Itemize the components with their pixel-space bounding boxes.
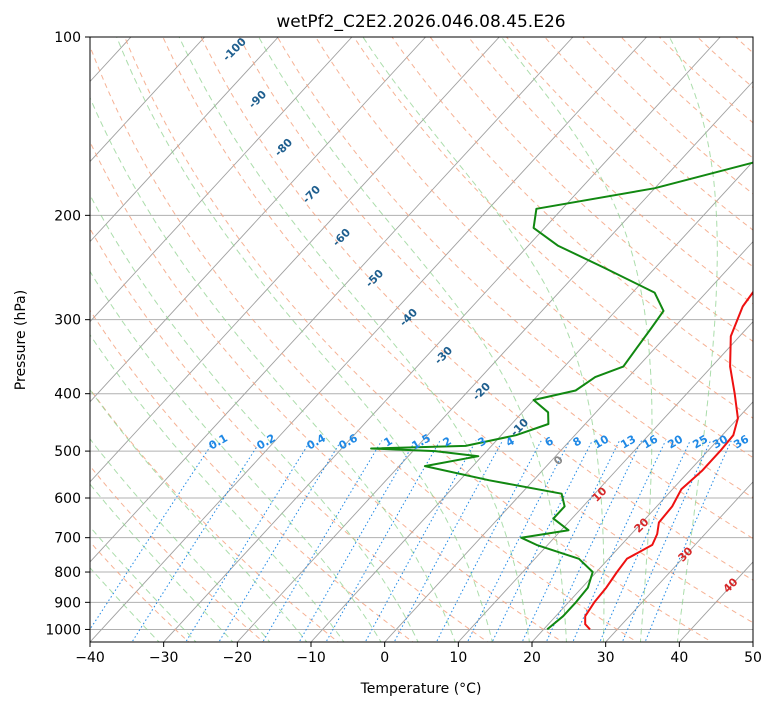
isotherm-line	[458, 321, 753, 642]
mixing-ratio-line	[131, 440, 262, 642]
x-tick-label: 20	[523, 650, 541, 666]
y-tick-label: 400	[54, 387, 81, 403]
dry-adiabat	[238, 37, 753, 540]
moist-adiabat	[362, 37, 605, 642]
x-axis-label: Temperature (°C)	[360, 681, 482, 697]
isotherm-line	[90, 37, 353, 323]
dry-adiabat	[124, 37, 713, 642]
mixing-ratio-line	[262, 440, 383, 642]
isotherm-line	[90, 37, 205, 163]
x-tick-label: 10	[449, 650, 467, 666]
moist-adiabat	[668, 37, 718, 642]
x-tick-label: −40	[75, 650, 105, 666]
temperature-profile	[584, 290, 753, 631]
dry-adiabat	[90, 465, 265, 642]
y-axis-label: Pressure (hPa)	[13, 290, 29, 390]
mixing-ratio-line	[325, 440, 441, 642]
isotherm-line	[531, 401, 753, 642]
dry-adiabat	[467, 37, 753, 305]
mixing-ratio-line	[185, 440, 312, 642]
dry-adiabat	[276, 37, 753, 499]
y-tick-label: 800	[54, 565, 81, 581]
isotherm-line	[163, 37, 721, 642]
x-tick-label: 0	[380, 650, 389, 666]
dry-adiabat	[162, 37, 753, 624]
y-tick-label: 900	[54, 595, 81, 611]
sounding-profiles	[370, 161, 753, 631]
x-tick-label: 50	[744, 650, 762, 666]
x-axis: −40 −30 −20 −10 0 10 20 30 40 50	[75, 642, 762, 666]
moist-adiabat	[258, 37, 567, 642]
mixing-ratio-line	[393, 440, 504, 642]
y-tick-label: 700	[54, 531, 81, 547]
isotherm-line	[90, 37, 279, 243]
dewpoint-profile	[370, 161, 753, 631]
moist-adiabat	[90, 333, 345, 642]
isotherm-line	[90, 37, 500, 483]
mixing-ratio-line	[218, 440, 342, 642]
y-tick-label: 600	[54, 491, 81, 507]
isotherm-line	[384, 240, 753, 642]
isotherm-line	[90, 37, 574, 563]
mixing-ratio-line	[621, 440, 712, 642]
isotherm-line	[90, 37, 426, 403]
dry-adiabat	[391, 37, 753, 381]
chart-title: wetPf2_C2E2.2026.046.08.45.E26	[276, 12, 565, 32]
moist-adiabat	[116, 37, 493, 642]
x-tick-label: 30	[597, 650, 615, 666]
mixing-ratio-line	[364, 440, 477, 642]
isotherm-line	[90, 37, 647, 642]
moist-adiabat	[90, 388, 308, 642]
dry-adiabat	[90, 227, 489, 642]
plot-frame	[89, 36, 754, 643]
isotherm-line	[310, 160, 753, 642]
dry-adiabat	[90, 388, 340, 642]
mixing-ratio-line	[90, 440, 215, 631]
x-tick-label: 40	[670, 650, 688, 666]
isotherm-line	[605, 481, 753, 642]
moist-adiabat	[178, 37, 530, 642]
mixing-ratio-line	[572, 440, 667, 642]
x-tick-label: −30	[149, 650, 179, 666]
dry-adiabat	[90, 140, 564, 642]
dry-adiabat	[90, 44, 638, 642]
moist-adiabat	[90, 270, 382, 642]
mixing-ratio-line	[644, 440, 732, 642]
y-tick-label: 500	[54, 444, 81, 460]
y-axis: 100 200 300 400 500 600 700 800 900 1000	[45, 30, 90, 638]
moist-adiabat	[501, 37, 653, 642]
mixing-ratio-line	[298, 440, 416, 642]
y-tick-label: 100	[54, 30, 81, 46]
y-tick-label: 1000	[45, 622, 81, 638]
background-lines	[90, 37, 753, 642]
x-tick-label: −10	[296, 650, 326, 666]
x-tick-label: −20	[223, 650, 253, 666]
mixing-ratio-line	[435, 440, 542, 642]
y-tick-label: 200	[54, 208, 81, 224]
moist-adiabat	[90, 96, 456, 642]
isotherm-line	[237, 80, 753, 642]
y-tick-label: 300	[54, 313, 81, 329]
mixing-ratio-line	[545, 440, 642, 642]
dry-adiabat	[200, 37, 753, 581]
